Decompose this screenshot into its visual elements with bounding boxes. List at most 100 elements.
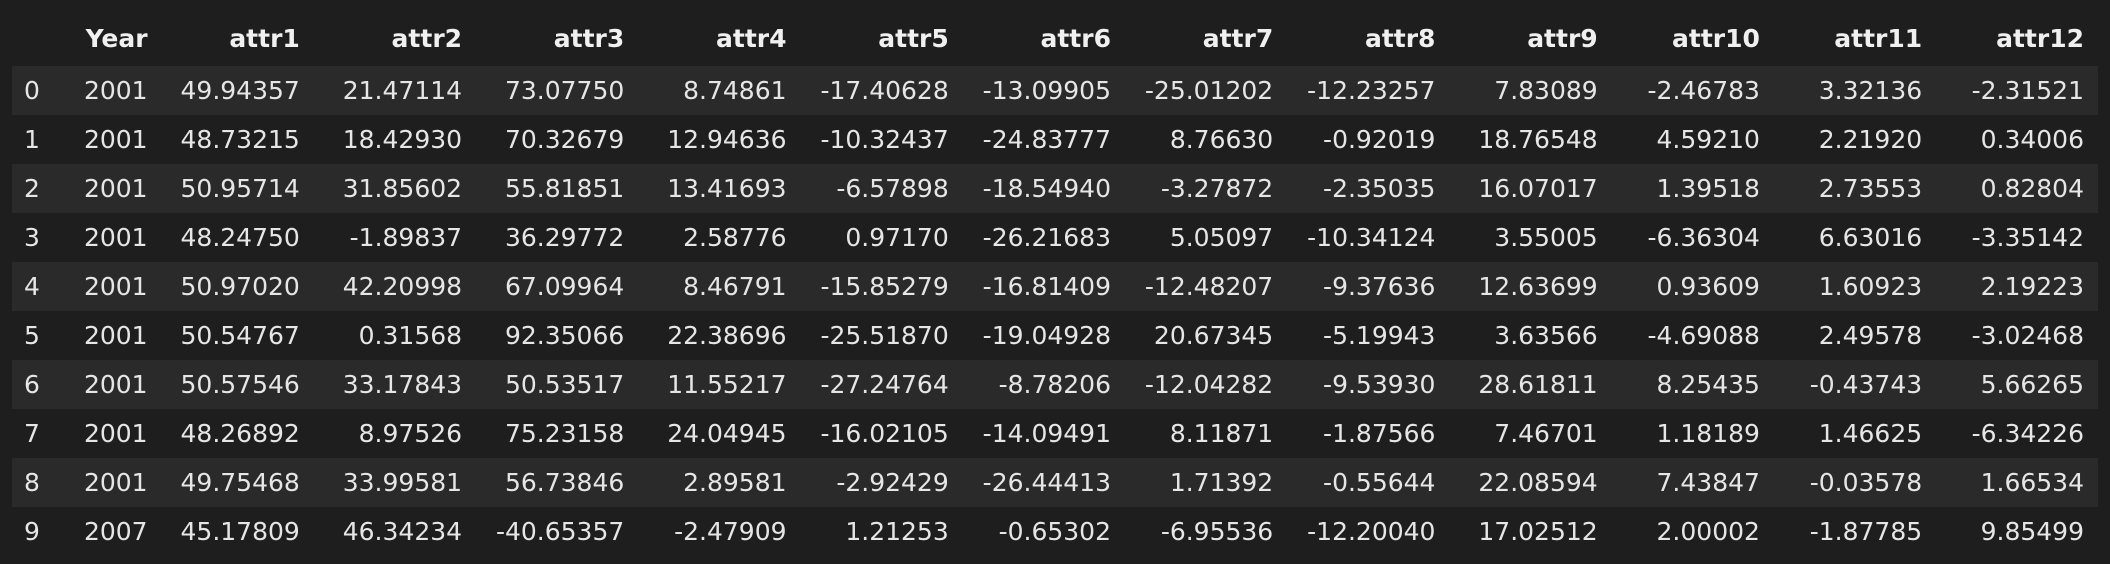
table-cell: 48.26892 xyxy=(180,419,300,448)
table-cell: 3.32136 xyxy=(1818,76,1923,105)
column-header: attr4 xyxy=(648,12,811,66)
table-cell: 2001 xyxy=(83,272,148,301)
table-cell: 22.08594 xyxy=(1478,468,1598,497)
table-cell: -16.02105 xyxy=(820,419,949,448)
table-cell: 0.31568 xyxy=(358,321,463,350)
column-header: Year xyxy=(60,12,162,66)
table-cell: 0.34006 xyxy=(1980,125,2084,154)
table-cell: 8.97526 xyxy=(358,419,463,448)
table-cell: 8.25435 xyxy=(1656,370,1760,399)
table-cell: -4.69088 xyxy=(1647,321,1760,350)
table-cell: -2.46783 xyxy=(1647,76,1760,105)
index-header xyxy=(12,12,61,66)
column-header: attr11 xyxy=(1783,12,1947,66)
table-cell: 20.67345 xyxy=(1153,321,1274,350)
column-header: attr8 xyxy=(1297,12,1460,66)
column-header: attr1 xyxy=(161,12,324,66)
table-cell: 12.94636 xyxy=(667,125,787,154)
table-cell: 5.66265 xyxy=(1980,370,2084,399)
table-cell: -25.01202 xyxy=(1144,76,1274,105)
header-row: Year attr1 attr2 attr3 attr4 attr5 attr6 attr7 a… xyxy=(12,12,2098,66)
table-cell: 45.17809 xyxy=(180,517,300,546)
column-header: attr10 xyxy=(1621,12,1784,66)
table-cell: 49.94357 xyxy=(180,76,300,105)
table-cell: -3.35142 xyxy=(1971,223,2084,252)
table-cell: 1.21253 xyxy=(845,517,949,546)
table-cell: 56.73846 xyxy=(504,468,625,497)
table-cell: 17.02512 xyxy=(1478,517,1598,546)
table-cell: 2.49578 xyxy=(1818,321,1923,350)
table-cell: 2001 xyxy=(83,174,148,203)
table-body: 0 2001 49.94357 21.47114 73.07750 8.74861 -17.… xyxy=(12,66,2098,556)
table-cell: -19.04928 xyxy=(982,321,1111,350)
table-cell: 2001 xyxy=(83,370,148,399)
table-row: 5 2001 50.54767 0.31568 92.35066 22.38696 -25.… xyxy=(12,311,2098,360)
row-index: 8 xyxy=(24,468,40,497)
table-cell: 7.83089 xyxy=(1494,76,1598,105)
table-cell: 46.34234 xyxy=(342,517,463,546)
row-index: 0 xyxy=(24,76,40,105)
table-cell: 1.39518 xyxy=(1656,174,1760,203)
column-header: attr2 xyxy=(323,12,487,66)
table-cell: 3.63566 xyxy=(1494,321,1598,350)
table-cell: 1.60923 xyxy=(1818,272,1923,301)
table-cell: 0.82804 xyxy=(1980,174,2084,203)
table-cell: -26.44413 xyxy=(982,468,1111,497)
column-header: attr12 xyxy=(1946,12,2098,66)
table-cell: 7.43847 xyxy=(1656,468,1760,497)
table-cell: 0.93609 xyxy=(1656,272,1760,301)
table-cell: 2.58776 xyxy=(683,223,787,252)
table-cell: 11.55217 xyxy=(667,370,787,399)
table-cell: 50.57546 xyxy=(180,370,300,399)
table-cell: -9.37636 xyxy=(1323,272,1436,301)
table-row: 2 2001 50.95714 31.85602 55.81851 13.41693 -6.… xyxy=(12,164,2098,213)
table-cell: -1.87566 xyxy=(1323,419,1436,448)
table-cell: 9.85499 xyxy=(1980,517,2084,546)
table-cell: 12.63699 xyxy=(1478,272,1598,301)
table-cell: 24.04945 xyxy=(667,419,787,448)
table-cell: 2001 xyxy=(83,125,148,154)
table-cell: 92.35066 xyxy=(504,321,625,350)
table-cell: 13.41693 xyxy=(667,174,787,203)
table-cell: 31.85602 xyxy=(342,174,463,203)
table-cell: 2001 xyxy=(83,223,148,252)
table-cell: -18.54940 xyxy=(982,174,1111,203)
table-cell: 73.07750 xyxy=(504,76,625,105)
table-cell: 6.63016 xyxy=(1818,223,1923,252)
table-cell: 48.24750 xyxy=(180,223,300,252)
column-header: attr3 xyxy=(486,12,649,66)
table-cell: -6.95536 xyxy=(1160,517,1274,546)
table-cell: -16.81409 xyxy=(982,272,1111,301)
table-cell: 2.00002 xyxy=(1656,517,1760,546)
row-index: 7 xyxy=(24,419,40,448)
row-index: 9 xyxy=(24,517,40,546)
table-cell: -2.92429 xyxy=(836,468,949,497)
table-cell: 1.46625 xyxy=(1818,419,1923,448)
table-cell: -6.57898 xyxy=(836,174,949,203)
table-cell: 7.46701 xyxy=(1494,419,1598,448)
table-cell: 8.46791 xyxy=(683,272,787,301)
table-cell: 75.23158 xyxy=(504,419,625,448)
table-cell: -6.34226 xyxy=(1971,419,2084,448)
table-cell: 2001 xyxy=(83,321,148,350)
table-cell: -0.65302 xyxy=(998,517,1111,546)
table-cell: -6.36304 xyxy=(1647,223,1760,252)
table-cell: 1.66534 xyxy=(1980,468,2084,497)
table-cell: -0.92019 xyxy=(1323,125,1436,154)
table-cell: 2.89581 xyxy=(683,468,787,497)
table-cell: 2.21920 xyxy=(1818,125,1923,154)
table-cell: 48.73215 xyxy=(180,125,300,154)
table-cell: 18.42930 xyxy=(342,125,463,154)
table-cell: 70.32679 xyxy=(504,125,625,154)
table-cell: -2.35035 xyxy=(1323,174,1436,203)
table-cell: 2007 xyxy=(83,517,148,546)
table-cell: 2.73553 xyxy=(1818,174,1923,203)
row-index: 6 xyxy=(24,370,40,399)
table-cell: -12.04282 xyxy=(1144,370,1274,399)
table-cell: 42.20998 xyxy=(342,272,463,301)
table-cell: -0.55644 xyxy=(1323,468,1436,497)
table-cell: 3.55005 xyxy=(1494,223,1598,252)
table-cell: -12.23257 xyxy=(1307,76,1436,105)
column-header: attr5 xyxy=(810,12,973,66)
